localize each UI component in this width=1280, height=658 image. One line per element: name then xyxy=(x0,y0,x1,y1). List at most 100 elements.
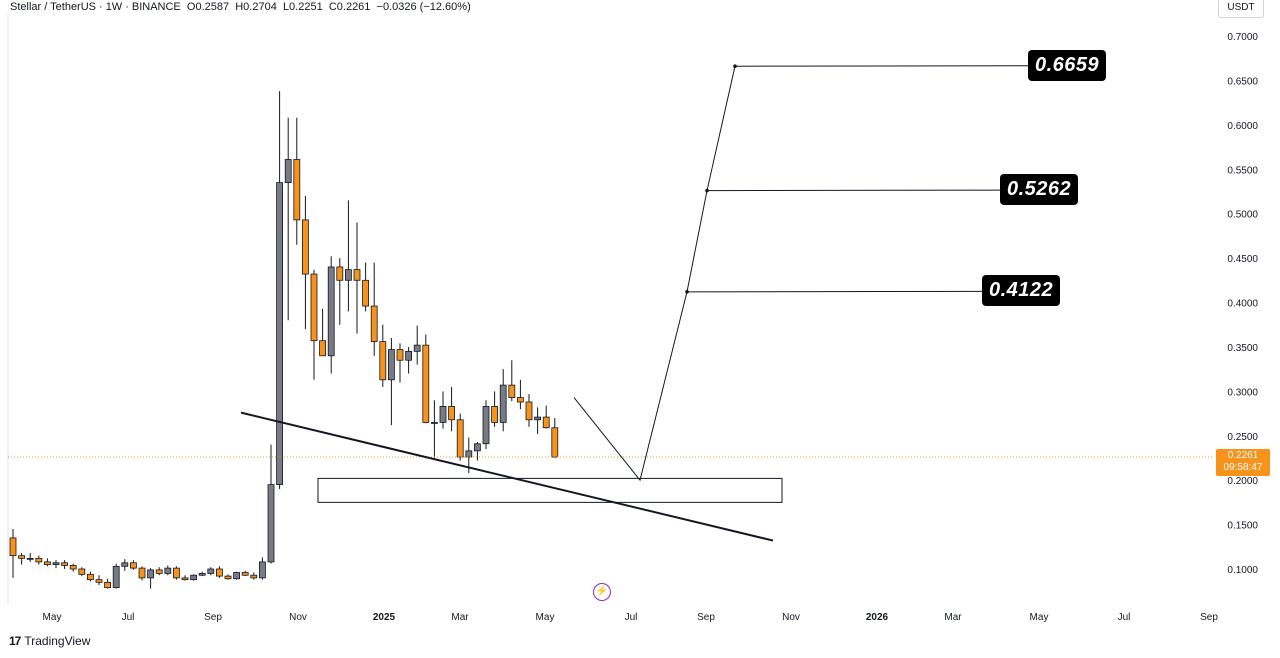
candle-body xyxy=(241,572,249,576)
x-tick-label: Sep xyxy=(697,612,715,623)
candle-body xyxy=(138,567,146,579)
x-tick-label: Mar xyxy=(451,612,469,623)
candle-body xyxy=(499,384,507,423)
y-tick-label: 0.6500 xyxy=(1227,76,1258,87)
target-line-2 xyxy=(706,189,1001,192)
target-line-1 xyxy=(734,65,1029,67)
candle-body xyxy=(18,555,26,559)
candle-body xyxy=(155,569,163,574)
ohlc-close: C0.2261 xyxy=(328,1,371,13)
candle-body xyxy=(517,397,524,403)
candle-body xyxy=(491,406,499,423)
ohlc-high: H0.2704 xyxy=(235,1,277,13)
candle-body xyxy=(190,574,198,581)
candle-body xyxy=(508,384,516,398)
candle-body xyxy=(78,568,86,575)
candle-body xyxy=(465,450,473,458)
candle-body xyxy=(405,350,413,361)
target-label-2: 0.5262 xyxy=(1000,174,1079,205)
x-tick-label: Nov xyxy=(289,612,307,623)
y-tick-label: 0.1000 xyxy=(1227,565,1258,576)
tradingview-wordmark: TradingView xyxy=(24,634,91,648)
x-tick-label: Jul xyxy=(1118,612,1131,623)
candle-body xyxy=(336,266,344,281)
chart-header: Stellar / TetherUS · 1W · BINANCE O0.2587 H0… xyxy=(10,1,471,13)
x-tick-label: May xyxy=(43,612,62,623)
x-tick-label: 2025 xyxy=(373,612,396,623)
target-label-3: 0.4122 xyxy=(982,275,1061,306)
candle-body xyxy=(542,416,550,429)
candle-body xyxy=(233,572,241,580)
candle-body xyxy=(207,568,215,574)
candle-body xyxy=(473,443,481,452)
candle-body xyxy=(362,279,370,307)
y-tick-label: 0.2500 xyxy=(1227,432,1258,443)
last-price-tag: 0.2261 09:58:47 xyxy=(1216,449,1270,476)
candle-body xyxy=(61,562,68,566)
candle-body xyxy=(439,406,447,423)
lightning-icon[interactable]: ⚡ xyxy=(593,583,611,601)
candle-body xyxy=(26,557,34,560)
y-tick-label: 0.1500 xyxy=(1227,521,1258,532)
target-label-1: 0.6659 xyxy=(1028,50,1107,81)
candle-body xyxy=(147,569,155,579)
bar-countdown: 09:58:47 xyxy=(1223,462,1263,473)
x-tick-label: Nov xyxy=(782,612,800,623)
trendline xyxy=(240,411,774,542)
y-tick-label: 0.7000 xyxy=(1227,32,1258,43)
candle-body xyxy=(276,182,284,486)
candle-body xyxy=(267,484,275,563)
target-line-3 xyxy=(686,290,983,293)
candle-body xyxy=(379,341,387,381)
y-tick-label: 0.4500 xyxy=(1227,254,1258,265)
candle-body xyxy=(456,419,464,458)
interval[interactable]: 1W xyxy=(105,1,123,13)
tradingview-mark-icon: 17 xyxy=(9,634,21,648)
support-zone xyxy=(317,477,783,503)
candle-body xyxy=(344,269,352,281)
candle-body xyxy=(95,579,103,583)
candle-body xyxy=(413,344,421,352)
candle-body xyxy=(387,349,395,381)
x-tick-label: Sep xyxy=(204,612,222,623)
projection-path xyxy=(573,66,736,482)
candle-body xyxy=(181,577,189,581)
candle-body xyxy=(9,537,17,557)
candles-layer xyxy=(9,91,559,589)
candle-body xyxy=(104,581,111,589)
symbol-name[interactable]: Stellar / TetherUS xyxy=(10,1,97,13)
projection-node xyxy=(685,290,689,294)
candle-body xyxy=(198,573,206,576)
time-axis[interactable]: May Jul Sep Nov 2025 Mar May Jul Sep Nov 2026 Mar Ma… xyxy=(43,612,1219,623)
candle-body xyxy=(35,557,43,563)
candle-body xyxy=(327,266,335,357)
x-tick-label: May xyxy=(536,612,555,623)
candle-body xyxy=(215,568,223,577)
y-tick-label: 0.5500 xyxy=(1227,165,1258,176)
x-tick-label: Mar xyxy=(944,612,962,623)
support-zone-layer xyxy=(317,477,783,503)
currency-label[interactable]: USDT xyxy=(1218,0,1264,18)
candle-body xyxy=(44,561,51,565)
candle-body xyxy=(525,401,533,421)
tradingview-logo[interactable]: 17 TradingView xyxy=(9,634,90,648)
x-tick-label: May xyxy=(1030,612,1049,623)
candle-body xyxy=(551,427,559,458)
candle-body xyxy=(250,574,258,579)
candle-body xyxy=(112,565,120,589)
candle-body xyxy=(430,422,438,424)
candle-body xyxy=(121,562,129,567)
candle-body xyxy=(293,159,301,221)
x-tick-label: 2026 xyxy=(866,612,889,623)
candle-body xyxy=(310,273,318,342)
candle-body xyxy=(258,561,266,579)
price-axis[interactable]: 0.7000 0.6500 0.6000 0.5500 0.5000 0.4500 0.40… xyxy=(1227,32,1258,576)
candle-body xyxy=(224,575,232,580)
x-tick-label: Jul xyxy=(625,612,638,623)
candle-body xyxy=(448,406,456,421)
candle-body xyxy=(482,406,490,445)
drawings-layer xyxy=(8,64,1214,542)
x-tick-label: Sep xyxy=(1200,612,1218,623)
y-tick-label: 0.4000 xyxy=(1227,299,1258,310)
